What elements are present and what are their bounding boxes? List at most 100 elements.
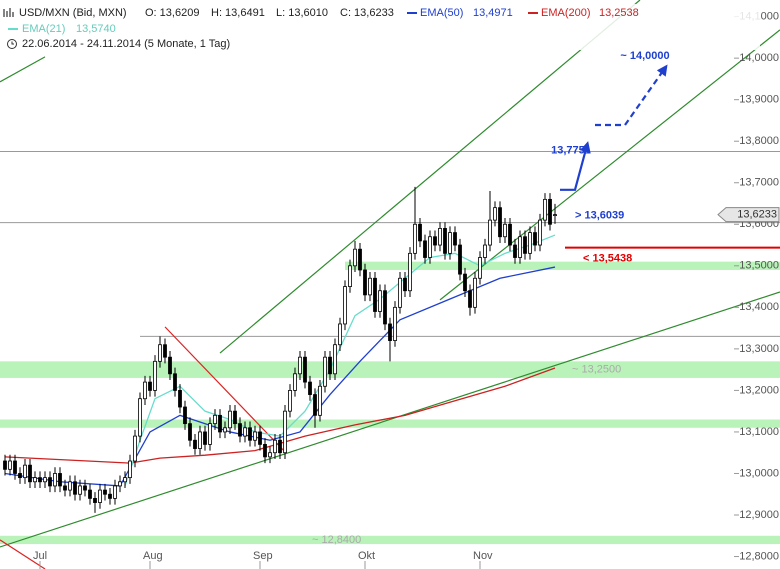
candle-body — [433, 236, 437, 246]
x-tick-label: Okt — [358, 550, 375, 562]
y-tick-label: 12,8000 — [739, 550, 779, 562]
candle-body — [158, 344, 162, 362]
candle-body — [273, 439, 277, 454]
candle-body — [173, 373, 177, 391]
candle-body — [88, 489, 92, 499]
candle-body — [413, 223, 417, 254]
candle-body — [98, 489, 102, 503]
candle-body — [383, 290, 387, 325]
y-tick-label: 13,7000 — [739, 177, 779, 189]
candle-body — [308, 381, 312, 395]
candle-body — [153, 360, 157, 391]
candle-body — [353, 248, 357, 267]
candle-body — [178, 390, 182, 408]
candle-body — [198, 431, 202, 449]
x-tick-label: Aug — [143, 550, 163, 562]
level-label: < 13,5438 — [583, 253, 632, 265]
candle-body — [13, 460, 17, 474]
candle-body — [333, 344, 337, 375]
candle-body — [3, 460, 7, 470]
candle-body — [53, 473, 57, 487]
y-tick-label: 14,0000 — [739, 52, 779, 64]
candle-body — [168, 356, 172, 375]
projection-label: ~ 14,0000 — [620, 50, 669, 62]
open: O: 13,6209 — [145, 7, 199, 19]
candle-body — [543, 198, 547, 221]
candle-body — [78, 485, 82, 495]
candle-body — [313, 394, 317, 416]
candle-body — [448, 232, 452, 254]
last-price-label: 13,6233 — [737, 209, 777, 221]
candle-body — [28, 464, 32, 483]
candle-body — [83, 485, 87, 491]
candle-body — [398, 277, 402, 308]
candle-body — [488, 219, 492, 246]
y-tick-label: 13,2000 — [739, 384, 779, 396]
candle-body — [473, 277, 477, 308]
candle-body — [378, 290, 382, 312]
candle-body — [238, 423, 242, 437]
candle-body — [508, 223, 512, 246]
legend-label: EMA(21) — [22, 23, 65, 35]
high: H: 13,6491 — [211, 7, 265, 19]
legend-value: 13,2538 — [599, 7, 639, 19]
candle-body — [358, 248, 362, 271]
candle-body — [363, 269, 367, 296]
candle-body — [418, 223, 422, 242]
candle-body — [73, 481, 77, 495]
candle-body — [38, 477, 42, 483]
candle-body — [193, 439, 197, 449]
support-band — [0, 535, 780, 545]
projection-arrow — [560, 141, 591, 191]
candle-body — [18, 473, 22, 479]
candle-body — [288, 390, 292, 412]
candle-body — [253, 431, 257, 441]
candle-body — [33, 477, 37, 483]
header: USD/MXN (Bid, MXN) O: 13,6209 H: 13,6491… — [0, 4, 760, 50]
candle-body — [328, 356, 332, 375]
band-label: ~ 13,2500 — [572, 364, 621, 376]
candle-body — [548, 198, 552, 225]
candle-body — [133, 435, 137, 462]
projection-label: 13,7751 — [551, 144, 591, 156]
band-label: ~ 12,8400 — [312, 534, 361, 546]
candle-body — [373, 277, 377, 312]
candle-body — [93, 497, 97, 503]
trend-line — [0, 291, 780, 548]
candle-body — [478, 257, 482, 279]
candle-body — [293, 373, 297, 391]
trend-line — [0, 56, 46, 83]
candle-body — [108, 493, 112, 499]
y-tick-label: 13,8000 — [739, 135, 779, 147]
candle-body — [343, 286, 347, 325]
y-tick-label: 13,0000 — [739, 467, 779, 479]
candle-body — [428, 236, 432, 258]
candle-body — [553, 214, 557, 217]
candle-body — [163, 344, 167, 358]
candle-body — [248, 427, 252, 441]
legend-value: 13,4971 — [473, 7, 513, 19]
header-bg — [0, 4, 760, 50]
candle-body — [203, 431, 207, 445]
projection-arrow — [595, 64, 668, 127]
candle-body — [263, 444, 267, 458]
candle-body — [303, 356, 307, 383]
candle-body — [208, 423, 212, 445]
candle-body — [48, 477, 52, 487]
y-tick-label: 13,3000 — [739, 343, 779, 355]
legend-label: EMA(200) — [541, 7, 591, 19]
date-range: 22.06.2014 - 24.11.2014 (5 Monate, 1 Tag… — [22, 38, 230, 50]
candle-body — [423, 240, 427, 258]
candle-body — [278, 439, 282, 454]
symbol-icon — [3, 8, 14, 17]
candle-body — [453, 232, 457, 246]
trend-line — [439, 29, 780, 301]
candle-body — [123, 477, 127, 483]
candle-body — [443, 228, 447, 254]
candle-body — [128, 460, 132, 479]
candle-body — [283, 410, 287, 454]
candle-body — [368, 277, 372, 296]
